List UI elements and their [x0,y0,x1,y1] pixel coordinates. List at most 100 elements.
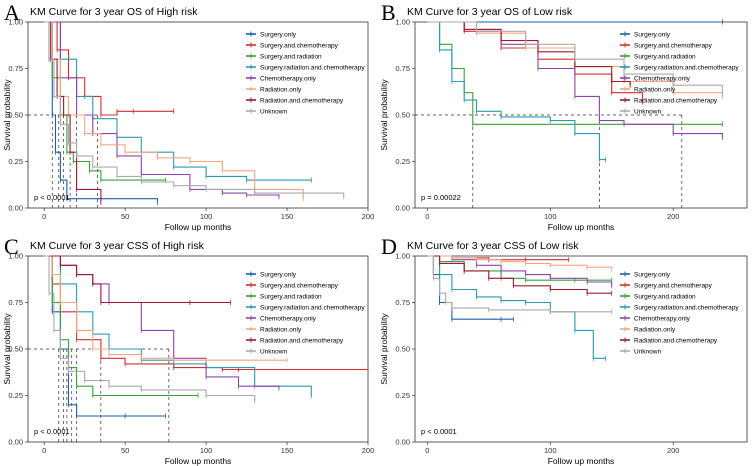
legend-label: Unknown [260,348,287,355]
panel-C: C KM Curve for 3 year CSS of High risk 0.0… [2,234,374,466]
panel-letter: A [4,0,20,25]
legend-label: Surgery.only [634,31,671,38]
y-tick-label: 0.50 [395,111,410,120]
p-value: p < 0.0001 [421,427,457,436]
y-tick-label: 0.25 [8,157,23,166]
legend-label: Chemotherapy.only [634,315,691,322]
legend-label: Surgery.and.chemotherapy [634,282,713,289]
km-curve-Chemotherapy.only [44,255,280,389]
km-curve-Surgery.and.chemotherapy [427,255,569,261]
x-tick-label: 100 [544,446,557,455]
x-axis-title: Follow up months [165,222,232,232]
y-tick-label: 0.25 [8,391,23,400]
x-tick-label: 200 [362,446,375,455]
y-axis-title: Survival probability [379,79,389,151]
legend-label: Surgery.and.chemotherapy [634,42,713,49]
legend-label: Radiation.and.chemotherapy [634,97,718,104]
km-curve-Surgery.and.chemotherapy [427,21,644,102]
legend-label: Surgery.and.chemotherapy [260,42,339,49]
y-tick-label: 0.75 [8,298,23,307]
km-curve-Surgery.radiation.and.chemotherapy [44,21,312,181]
x-axis-title: Follow up months [165,456,232,466]
km-curve-Radiation.only [427,255,613,269]
panel-letter: B [381,0,396,25]
x-tick-label: 150 [281,212,294,221]
p-value: p = 0.00022 [421,193,461,202]
legend: Surgery.only Surgery.and.chemotherapy Surg… [620,271,739,355]
x-tick-label: 0 [425,212,429,221]
km-curve-Surgery.and.radiation [44,255,198,397]
y-tick-label: 0.50 [8,111,23,120]
panel-B: B KM Curve for 3 year OS of Low risk 0.00 0… [379,0,748,232]
legend-label: Surgery.radiation.and.chemotherapy [634,304,739,311]
p-value: p < 0.0001 [34,427,70,436]
panel-D: D KM Curve for 3 year CSS of Low risk 0.00… [379,234,748,466]
panel-title: KM Curve for 3 year OS of High risk [30,6,198,18]
legend-label: Surgery.radiation.and.chemotherapy [260,304,365,311]
km-curve-Chemotherapy.only [427,255,613,286]
legend-label: Chemotherapy.only [260,75,317,82]
y-tick-label: 0.75 [395,64,410,73]
x-tick-label: 200 [667,212,680,221]
legend-label: Surgery.only [260,271,297,278]
panel-letter: D [381,234,397,259]
panel-letter: C [4,234,19,259]
km-curve-Surgery.and.radiation [44,21,166,181]
legend-label: Surgery.and.chemotherapy [260,282,339,289]
y-tick-label: 0.00 [8,438,23,447]
p-value: p < 0.0001 [34,193,70,202]
x-axis-title: Follow up months [548,456,615,466]
legend-label: Surgery.only [634,271,671,278]
legend: Surgery.only Surgery.and.chemotherapy Surg… [246,271,365,355]
y-tick-label: 0.00 [395,438,410,447]
y-axis-title: Survival probability [2,79,12,151]
km-curve-Radiation.only [44,21,304,199]
legend-label: Chemotherapy.only [260,315,317,322]
x-tick-label: 50 [121,212,129,221]
legend-label: Surgery.and.radiation [260,53,322,60]
y-tick-label: 0.00 [395,204,410,213]
legend-label: Unknown [634,348,661,355]
x-tick-label: 150 [281,446,294,455]
legend-label: Surgery.and.radiation [634,53,696,60]
legend-label: Surgery.radiation.and.chemotherapy [260,64,365,71]
km-curve-Surgery.radiation.and.chemotherapy [427,21,606,161]
km-curve-Surgery.only [44,255,166,417]
x-tick-label: 200 [667,446,680,455]
legend-label: Chemotherapy.only [634,75,691,82]
legend-label: Radiation.only [634,86,676,93]
x-tick-label: 200 [362,212,375,221]
km-curve-Unknown [427,255,612,313]
legend-label: Surgery.and.radiation [634,293,696,300]
panel-A: A KM Curve for 3 year OS of High risk 0.00… [2,0,374,232]
y-tick-label: 1.00 [395,18,410,27]
legend-label: Radiation.and.chemotherapy [260,97,344,104]
legend-label: Surgery.only [260,31,297,38]
y-tick-label: 0.25 [395,391,410,400]
y-tick-label: 0.75 [8,64,23,73]
x-tick-label: 100 [544,212,557,221]
legend-label: Radiation.only [260,326,302,333]
legend-label: Unknown [260,108,287,115]
y-tick-label: 0.25 [395,157,410,166]
km-curve-Unknown [44,255,256,402]
x-tick-label: 50 [121,446,129,455]
panel-title: KM Curve for 3 year CSS of High risk [30,240,205,252]
km-curve-Radiation.and.chemotherapy [44,255,231,304]
x-tick-label: 0 [42,212,46,221]
legend: Surgery.only Surgery.and.chemotherapy Surg… [620,31,739,115]
legend-label: Radiation.and.chemotherapy [634,337,718,344]
y-tick-label: 0.50 [395,345,410,354]
km-curve-Radiation.and.chemotherapy [427,255,612,294]
legend-label: Surgery.radiation.and.chemotherapy [634,64,739,71]
x-axis-title: Follow up months [548,222,615,232]
y-axis-title: Survival probability [379,313,389,385]
x-tick-label: 0 [42,446,46,455]
legend: Surgery.only Surgery.and.chemotherapy Surg… [246,31,365,115]
legend-label: Radiation.only [634,326,676,333]
y-tick-label: 0.75 [395,298,410,307]
legend-label: Unknown [634,108,661,115]
panel-title: KM Curve for 3 year OS of Low risk [407,6,573,18]
km-curve-Surgery.radiation.and.chemotherapy [427,255,606,359]
